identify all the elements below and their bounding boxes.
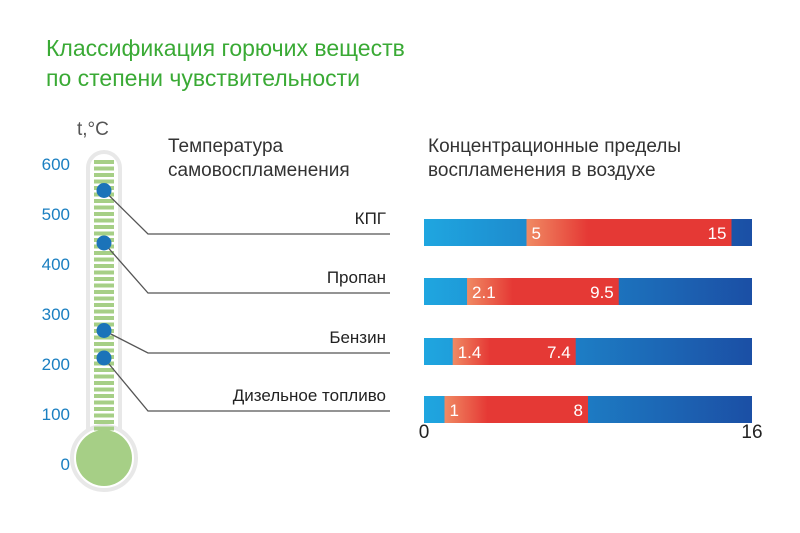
upper-limit-label: 8: [574, 401, 583, 420]
thermometer-stripe: [94, 212, 114, 216]
leader-line: [103, 242, 390, 294]
temperature-tick-label: 200: [42, 355, 70, 374]
thermometer-stripe: [94, 218, 114, 223]
left-header-line-1: Температура: [168, 136, 284, 157]
temperature-marker: [96, 350, 112, 366]
thermometer-stripe: [94, 257, 114, 262]
thermometer-stripe: [94, 283, 114, 288]
thermometer-stripe: [94, 381, 114, 385]
thermometer-stripe: [94, 270, 114, 275]
thermometer-stripe: [94, 264, 114, 268]
flammable-range-bar: [467, 278, 619, 305]
thermometer: [70, 150, 138, 492]
chart-title-line-2: по степени чувствительности: [46, 65, 361, 91]
temperature-tick-label: 0: [61, 455, 70, 474]
temperature-tick-label: 100: [42, 405, 70, 424]
thermometer-stripe: [94, 179, 114, 184]
thermometer-stripe: [94, 316, 114, 320]
flammable-range-bar: [526, 219, 732, 246]
leader-line: [103, 357, 390, 412]
thermometer-stripe: [94, 374, 114, 379]
upper-limit-label: 7.4: [547, 343, 571, 362]
right-header-line-2: воспламенения в воздухе: [428, 160, 656, 181]
chart-title: Классификация горючих веществ по степени…: [46, 33, 405, 93]
temperature-tick-label: 300: [42, 305, 70, 324]
thermometer-bulb: [76, 430, 132, 486]
thermometer-stripe: [94, 296, 114, 301]
temperature-unit-label: t,°C: [77, 119, 109, 140]
substance-label: Пропан: [327, 268, 386, 287]
temperature-markers: [96, 183, 112, 366]
thermometer-stripe: [94, 426, 114, 431]
leader-line: [103, 190, 390, 235]
thermometer-stripe: [94, 225, 114, 229]
thermometer-stripe: [94, 368, 114, 372]
thermometer-stripe: [94, 290, 114, 294]
temperature-marker: [96, 183, 112, 198]
lower-limit-label: 5: [532, 224, 541, 243]
temperature-tick-label: 600: [42, 155, 70, 174]
temperature-marker: [96, 323, 112, 338]
x-tick-max: 16: [741, 422, 762, 443]
thermometer-stripe: [94, 251, 114, 255]
substance-label: Бензин: [329, 328, 386, 347]
thermometer-stripe: [94, 166, 114, 171]
right-header-line-1: Концентрационные пределы: [428, 136, 681, 157]
thermometer-stripe: [94, 413, 114, 418]
leader-line: [103, 329, 390, 354]
upper-limit-label: 9.5: [590, 283, 614, 302]
flammable-range-bar: [444, 396, 588, 423]
temperature-tick-label: 400: [42, 255, 70, 274]
thermometer-stripe: [94, 387, 114, 392]
flammable-range-bar: [452, 338, 576, 365]
thermometer-stripe: [94, 205, 114, 210]
thermometer-stripe: [94, 303, 114, 307]
lower-limit-label: 2.1: [472, 283, 496, 302]
chart-title-line-1: Классификация горючих веществ: [46, 35, 405, 61]
thermometer-stripe: [94, 400, 114, 405]
lower-limit-label: 1.4: [458, 343, 482, 362]
thermometer-stripe: [94, 394, 114, 398]
substance-label: КПГ: [355, 209, 386, 228]
thermometer-stripe: [94, 277, 114, 281]
lower-limit-label: 1: [450, 401, 459, 420]
thermometer-stripe: [94, 342, 114, 346]
thermometer-stripe: [94, 420, 114, 424]
left-header-line-2: самовоспламенения: [168, 160, 350, 181]
thermometer-stripe: [94, 199, 114, 203]
concentration-bars: 5 15 2.1 9.5 1.4 7.4 1 8: [424, 219, 752, 423]
thermometer-stripe: [94, 309, 114, 314]
thermometer-stripe: [94, 231, 114, 236]
temperature-axis-ticks: 0 100 200 300 400 500 600: [42, 155, 70, 474]
leader-lines: [103, 190, 390, 412]
upper-limit-label: 15: [708, 224, 727, 243]
substance-label: Дизельное топливо: [233, 386, 386, 405]
substance-labels: КПГ Пропан Бензин Дизельное топливо: [233, 209, 386, 405]
thermometer-stripe: [94, 160, 114, 164]
thermometer-stripe: [94, 173, 114, 177]
temperature-tick-label: 500: [42, 205, 70, 224]
x-tick-min: 0: [419, 422, 430, 443]
temperature-marker: [96, 235, 112, 251]
thermometer-stripe: [94, 407, 114, 411]
